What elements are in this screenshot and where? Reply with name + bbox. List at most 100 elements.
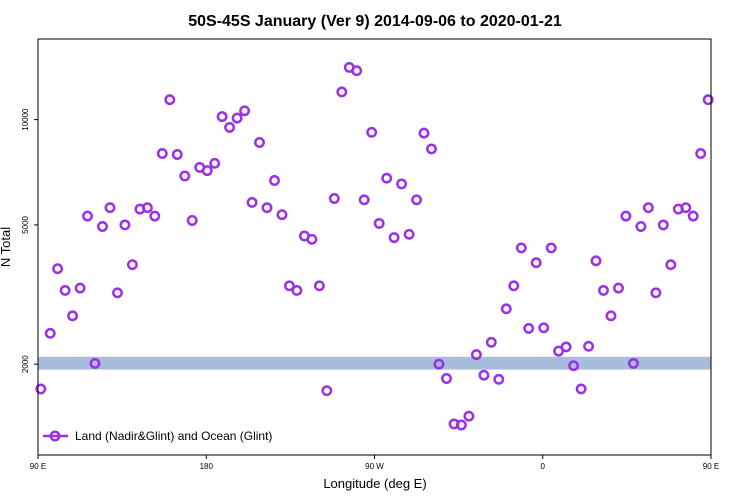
ocean-band (38, 356, 711, 370)
data-point (351, 65, 363, 77)
data-point (89, 357, 101, 369)
data-point (530, 257, 542, 269)
data-point (695, 148, 707, 159)
data-point (283, 280, 295, 292)
data-point (164, 94, 176, 106)
plot-frame (37, 38, 712, 456)
data-point (523, 322, 535, 334)
x-axis: 90 E 180 90 W 0 90 E (30, 455, 719, 471)
data-point (433, 358, 445, 370)
data-point (650, 287, 662, 299)
data-point (605, 310, 617, 322)
data-point (635, 221, 647, 232)
ocean-band-layer (38, 356, 711, 370)
data-point (598, 284, 609, 296)
data-point (575, 383, 587, 395)
chart-title: 50S-45S January (Ver 9) 2014-09-06 to 20… (188, 13, 562, 30)
data-point (306, 233, 318, 245)
x-tick-label: 90 E (30, 462, 46, 471)
data-point (470, 349, 482, 361)
data-point (418, 127, 430, 139)
data-point (201, 165, 213, 177)
data-point (261, 202, 273, 214)
data-point (411, 194, 423, 206)
data-point (82, 210, 93, 222)
data-point (254, 137, 265, 148)
data-points-layer (35, 61, 714, 431)
data-point (179, 170, 191, 182)
y-tick-label: 2000 (21, 355, 30, 373)
data-point (657, 219, 669, 231)
data-point (388, 232, 400, 244)
y-axis-label: N Total (0, 227, 13, 267)
data-point (500, 303, 512, 315)
data-point (126, 259, 138, 271)
data-point (141, 202, 153, 214)
data-point (627, 357, 639, 369)
data-point (328, 193, 340, 204)
data-point (156, 148, 168, 159)
data-point (216, 111, 228, 123)
data-point (231, 112, 243, 124)
data-point (366, 126, 378, 138)
data-point (426, 143, 437, 155)
data-point (59, 284, 71, 296)
y-axis: 2000 5000 10000 (21, 108, 38, 373)
data-point (702, 94, 714, 106)
data-point (493, 373, 505, 385)
data-point (538, 322, 550, 334)
data-point (665, 259, 677, 271)
data-point (276, 209, 288, 221)
y-tick-label: 10000 (21, 108, 30, 131)
data-point (568, 360, 580, 372)
data-point (313, 280, 325, 292)
data-point (403, 228, 415, 240)
data-point (291, 284, 303, 296)
data-point (642, 202, 654, 214)
data-point (67, 310, 79, 322)
legend-label: Land (Nadir&Glint) and Ocean (Glint) (75, 429, 272, 443)
data-point (269, 175, 280, 186)
data-point (560, 341, 572, 353)
data-point (478, 369, 490, 381)
data-point (485, 336, 497, 348)
data-point (590, 255, 602, 267)
data-point (687, 210, 699, 222)
data-point (358, 194, 370, 206)
data-point (97, 221, 108, 232)
data-point (239, 105, 251, 117)
data-point (104, 202, 116, 214)
data-point (35, 383, 47, 395)
x-axis-label: Longitude (deg E) (323, 476, 426, 491)
data-point (373, 217, 385, 229)
data-point (583, 340, 595, 352)
data-point (74, 282, 86, 294)
x-tick-label: 90 E (703, 462, 719, 471)
data-point (149, 210, 161, 222)
legend: Land (Nadir&Glint) and Ocean (Glint) (43, 429, 272, 443)
x-tick-label: 90 W (365, 462, 384, 471)
data-point (119, 219, 131, 231)
data-point (545, 242, 557, 254)
data-point (171, 149, 183, 160)
data-point (441, 373, 452, 384)
data-point (381, 172, 393, 184)
data-point (209, 157, 221, 169)
data-point (44, 327, 56, 339)
x-tick-label: 0 (541, 462, 546, 471)
data-point (186, 215, 198, 226)
data-point (321, 385, 333, 397)
data-point (246, 196, 258, 208)
data-point (508, 280, 520, 292)
data-point (463, 410, 475, 422)
y-tick-label: 5000 (21, 215, 30, 233)
data-point (680, 202, 692, 214)
data-point (620, 210, 632, 222)
data-point (336, 86, 348, 98)
data-point (613, 282, 624, 294)
data-point (224, 121, 236, 133)
data-point (52, 263, 64, 275)
data-point (455, 419, 467, 431)
data-point (515, 242, 527, 254)
